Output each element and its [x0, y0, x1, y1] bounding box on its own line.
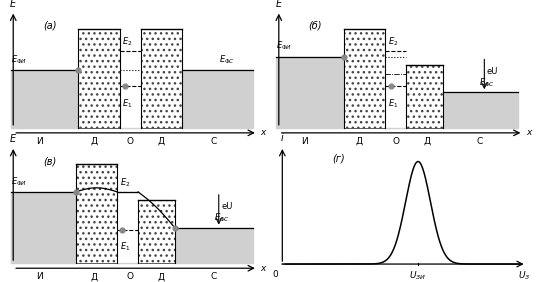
Text: О: О: [127, 272, 134, 281]
Text: i: i: [281, 133, 283, 143]
Bar: [344, 29, 385, 128]
Text: eU: eU: [487, 67, 498, 76]
Text: И: И: [36, 272, 43, 281]
Text: Д: Д: [356, 137, 363, 146]
Text: x: x: [526, 128, 531, 137]
Text: И: И: [301, 137, 308, 146]
Text: (г): (г): [333, 153, 345, 163]
Text: $E_{\Phi И}$: $E_{\Phi И}$: [11, 175, 27, 188]
Text: E: E: [276, 0, 282, 9]
Text: E: E: [10, 134, 16, 144]
Text: x: x: [260, 264, 266, 273]
Text: (в): (в): [43, 156, 56, 166]
Text: $E_{\Phi И}$: $E_{\Phi И}$: [276, 40, 292, 52]
Text: $E_1$: $E_1$: [120, 241, 130, 253]
Text: О: О: [392, 137, 399, 146]
Text: $E_{\Phi С}$: $E_{\Phi С}$: [214, 212, 229, 224]
Text: $U_З$: $U_З$: [518, 269, 531, 282]
Text: E: E: [10, 0, 16, 9]
Text: $E_1$: $E_1$: [388, 97, 398, 110]
Text: (б): (б): [308, 21, 322, 31]
Text: С: С: [210, 272, 217, 281]
Text: С: С: [476, 137, 482, 146]
Text: eU: eU: [221, 202, 233, 211]
Text: $E_{\Phi И}$: $E_{\Phi И}$: [11, 53, 27, 66]
Text: $E_2$: $E_2$: [388, 36, 398, 49]
Text: Д: Д: [158, 137, 165, 146]
Bar: [78, 29, 120, 128]
Bar: [138, 200, 175, 263]
Text: Д: Д: [91, 272, 98, 281]
Bar: [141, 29, 182, 128]
Text: О: О: [127, 137, 134, 146]
Text: С: С: [210, 137, 217, 146]
Bar: [406, 65, 443, 128]
Text: Д: Д: [158, 272, 165, 281]
Text: И: И: [36, 137, 43, 146]
Text: $E_2$: $E_2$: [122, 36, 133, 49]
Text: Д: Д: [91, 137, 98, 146]
Text: 0: 0: [273, 270, 279, 279]
Text: $E_1$: $E_1$: [122, 97, 133, 110]
Text: $E_{\Phi С}$: $E_{\Phi С}$: [479, 77, 495, 89]
Text: $U_{ЗИ}$: $U_{ЗИ}$: [409, 269, 427, 282]
Text: $E_{\Phi С}$: $E_{\Phi С}$: [219, 53, 235, 66]
Bar: [76, 164, 117, 263]
Text: (а): (а): [43, 21, 56, 31]
Text: $E_2$: $E_2$: [120, 176, 130, 189]
Text: Д: Д: [423, 137, 431, 146]
Text: x: x: [260, 128, 266, 137]
